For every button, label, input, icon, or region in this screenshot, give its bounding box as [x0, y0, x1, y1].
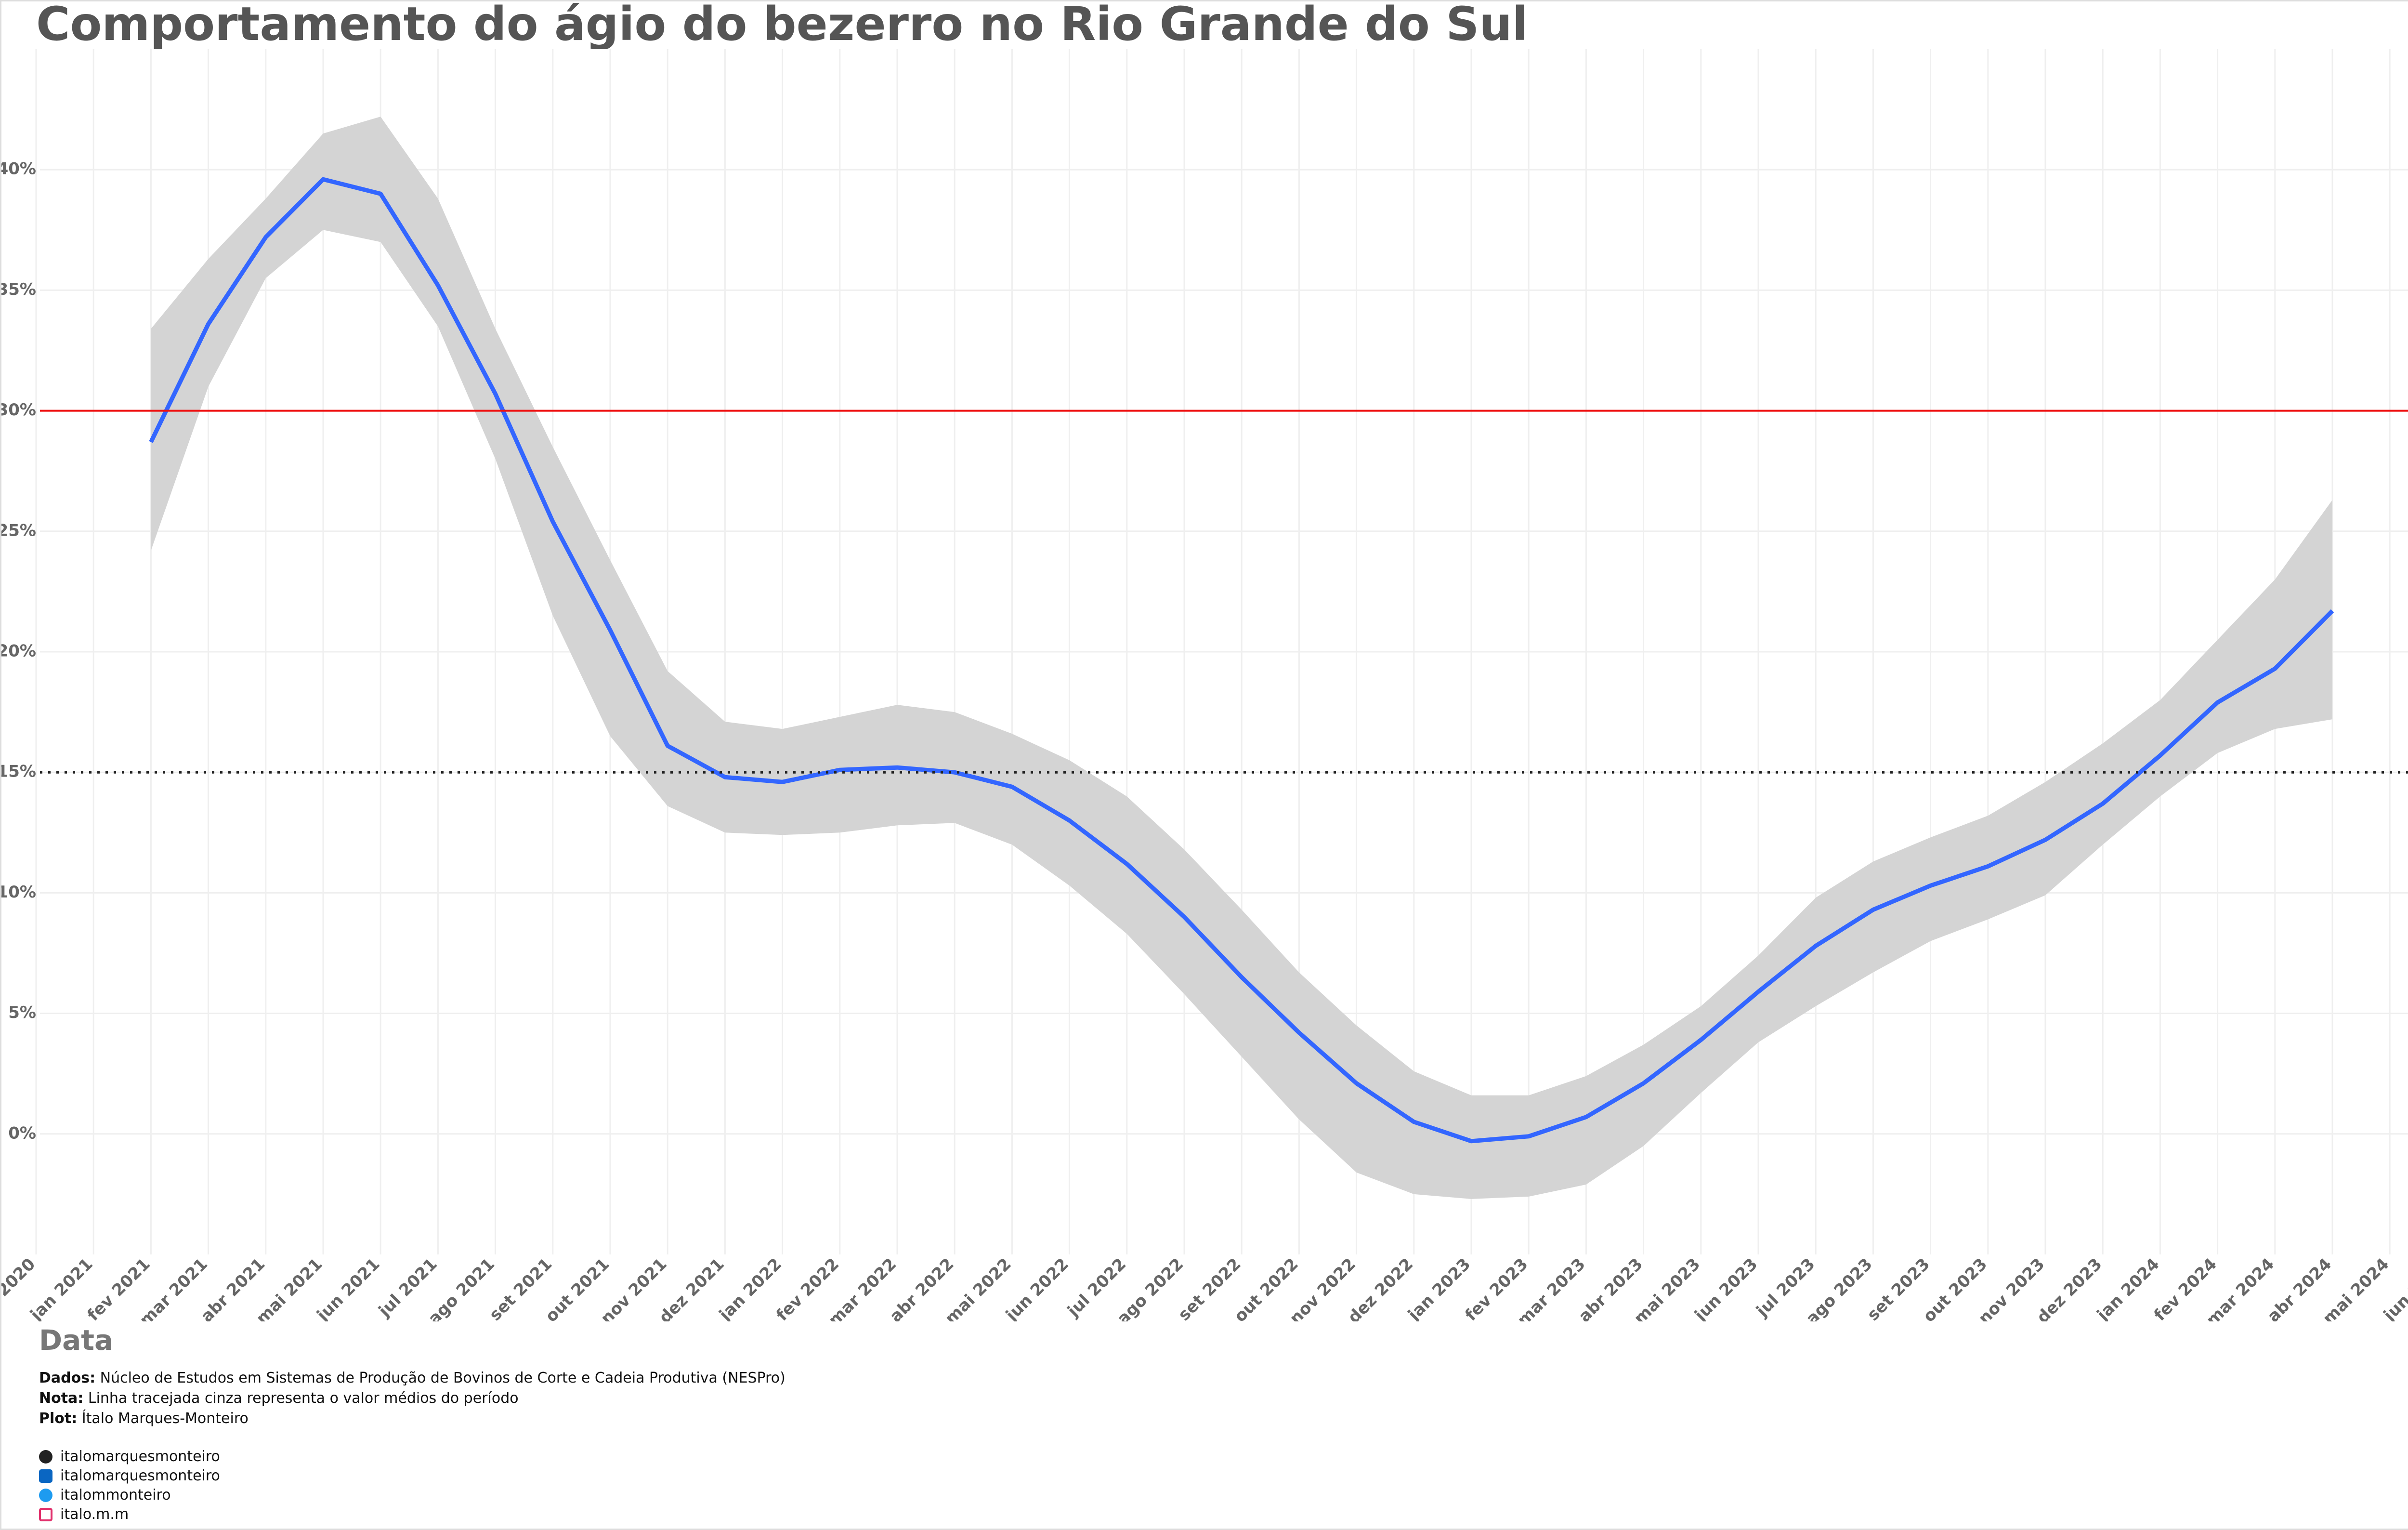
social-handle: italomarquesmonteiro: [60, 1467, 220, 1484]
linkedin-icon: [39, 1469, 52, 1483]
note: Plot: Ítalo Marques-Monteiro: [39, 1409, 785, 1429]
footer-heading: Data: [39, 1324, 114, 1357]
note-text: Ítalo Marques-Monteiro: [81, 1410, 249, 1427]
note-label: Dados:: [39, 1370, 96, 1386]
y-tick-label: 5%: [8, 1003, 36, 1022]
social: italomarquesmonteiro: [39, 1466, 785, 1486]
social-handle: italo.m.m: [60, 1506, 129, 1523]
y-tick-label: 35%: [1, 280, 36, 299]
y-tick-label: 30%: [1, 400, 36, 420]
social: italommonteiro: [39, 1486, 785, 1505]
note-text: Núcleo de Estudos em Sistemas de Produçã…: [100, 1370, 785, 1386]
x-tick-label: jun 2023: [1690, 1254, 1761, 1321]
social-handle: italommonteiro: [60, 1487, 171, 1504]
social: italo.m.m: [39, 1505, 785, 1524]
y-tick-label: 10%: [1, 883, 36, 902]
line: [149, 177, 2334, 1144]
note-label: Plot:: [39, 1410, 78, 1427]
footer: Data Dados: Núcleo de Estudos em Sistema…: [39, 1324, 785, 1524]
y-tick-label: 15%: [1, 762, 36, 781]
confidence-band: [151, 117, 2333, 1199]
instagram-icon: [39, 1508, 52, 1521]
twitter-icon: [39, 1489, 52, 1502]
chart: Comportamento do ágio do bezerro no Rio …: [1, 1, 2408, 1321]
note: Dados: Núcleo de Estudos em Sistemas de …: [39, 1368, 785, 1388]
y-tick-label: 20%: [1, 642, 36, 661]
chart-title: Comportamento do ágio do bezerro no Rio …: [36, 1, 1528, 51]
x-tick-label: jun 2021: [313, 1254, 383, 1321]
x-tick-label: jun 2022: [1002, 1254, 1073, 1321]
note-label: Nota:: [39, 1390, 84, 1407]
github-icon: [39, 1450, 52, 1464]
y-tick-label: 0%: [8, 1123, 36, 1143]
y-tick-label: 25%: [1, 521, 36, 540]
note: Nota: Linha tracejada cinza representa o…: [39, 1388, 785, 1409]
social-handle: italomarquesmonteiro: [60, 1448, 220, 1465]
note-text: Linha tracejada cinza representa o valor…: [88, 1390, 519, 1407]
y-tick-label: 40%: [1, 159, 36, 179]
social: italomarquesmonteiro: [39, 1447, 785, 1466]
